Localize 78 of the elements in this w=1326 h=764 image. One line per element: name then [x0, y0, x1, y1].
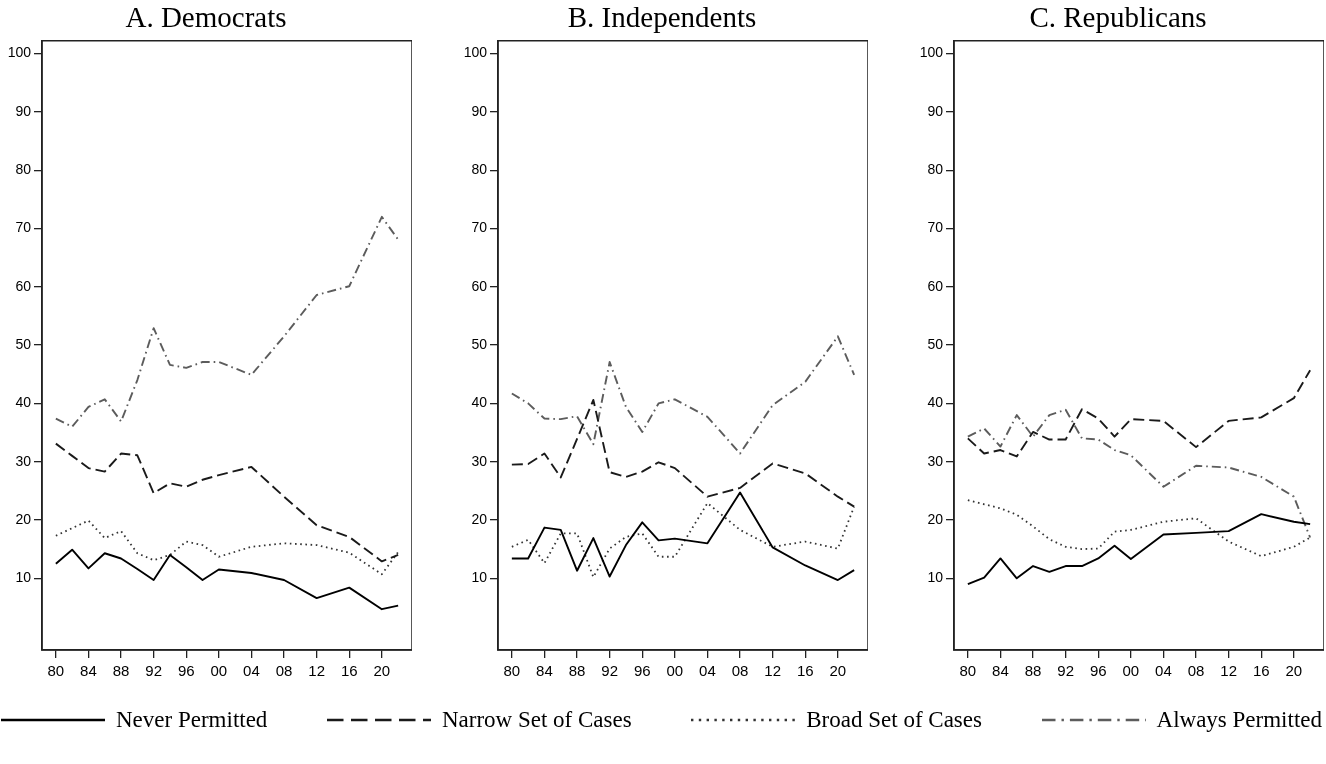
y-tick-label: 90	[927, 102, 944, 119]
y-tick-label: 30	[927, 452, 944, 469]
x-tick-label: 84	[80, 662, 97, 680]
line-series	[510, 335, 856, 455]
chart-title: C. Republicans	[1029, 1, 1207, 34]
y-tick-label: 30	[15, 452, 32, 469]
x-tick-label: 04	[243, 662, 260, 680]
line-series	[54, 442, 400, 563]
x-tick-label: 80	[47, 662, 65, 680]
y-tick-label: 10	[15, 569, 32, 586]
line-series	[54, 215, 400, 428]
x-tick-label: 00	[210, 662, 228, 680]
x-tick-label: 04	[1155, 662, 1172, 680]
y-tick-label: 80	[15, 161, 32, 178]
x-tick-label: 12	[764, 662, 781, 680]
y-tick-label: 40	[471, 394, 488, 411]
x-tick-label: 88	[568, 662, 586, 680]
y-tick-label: 50	[471, 335, 488, 352]
chart-title: A. Democrats	[125, 1, 287, 34]
x-tick-label: 00	[1122, 662, 1140, 680]
x-tick-label: 20	[1285, 662, 1303, 680]
x-tick-label: 16	[1252, 662, 1270, 680]
x-tick-label: 88	[112, 662, 130, 680]
y-tick-label: 60	[15, 277, 32, 294]
y-tick-label: 60	[471, 277, 488, 294]
y-tick-label: 60	[927, 277, 944, 294]
y-tick-label: 100	[463, 44, 488, 61]
x-tick-label: 80	[959, 662, 977, 680]
y-tick-label: 100	[7, 44, 32, 61]
x-tick-label: 20	[829, 662, 847, 680]
x-tick-label: 12	[1220, 662, 1237, 680]
y-tick-label: 70	[15, 219, 32, 236]
x-tick-label: 08	[731, 662, 749, 680]
legend-label: Never Permitted	[116, 707, 268, 733]
x-tick-label: 04	[699, 662, 716, 680]
y-tick-label: 90	[471, 102, 488, 119]
line-series	[54, 519, 400, 576]
y-tick-label: 20	[927, 510, 944, 527]
y-tick-label: 40	[927, 394, 944, 411]
x-tick-label: 96	[1089, 662, 1107, 680]
x-tick-label: 84	[536, 662, 553, 680]
y-tick-label: 20	[471, 510, 488, 527]
legend-label: Always Permitted	[1156, 707, 1322, 733]
x-tick-label: 00	[666, 662, 684, 680]
legend-label: Narrow Set of Cases	[441, 707, 632, 733]
y-tick-label: 70	[471, 219, 488, 236]
y-tick-label: 40	[15, 394, 32, 411]
x-tick-label: 08	[1187, 662, 1205, 680]
y-tick-label: 80	[471, 161, 488, 178]
x-tick-label: 08	[275, 662, 293, 680]
chart-title: B. Independents	[567, 1, 757, 34]
x-tick-label: 92	[145, 662, 162, 680]
legend-label: Broad Set of Cases	[806, 707, 982, 733]
y-tick-label: 90	[15, 102, 32, 119]
x-tick-label: 92	[1057, 662, 1074, 680]
y-tick-label: 70	[927, 219, 944, 236]
y-tick-label: 50	[927, 335, 944, 352]
y-tick-label: 50	[15, 335, 32, 352]
line-series	[510, 398, 856, 508]
y-tick-label: 80	[927, 161, 944, 178]
y-tick-label: 30	[471, 452, 488, 469]
x-tick-label: 16	[796, 662, 814, 680]
x-tick-label: 16	[340, 662, 358, 680]
x-tick-label: 12	[308, 662, 325, 680]
x-tick-label: 88	[1024, 662, 1042, 680]
y-tick-label: 10	[927, 569, 944, 586]
x-tick-label: 96	[177, 662, 195, 680]
line-series	[966, 369, 1312, 458]
x-tick-label: 80	[503, 662, 521, 680]
x-tick-label: 92	[601, 662, 618, 680]
x-tick-label: 96	[633, 662, 651, 680]
line-series	[966, 499, 1312, 558]
x-tick-label: 20	[373, 662, 391, 680]
x-tick-label: 84	[992, 662, 1009, 680]
y-tick-label: 10	[471, 569, 488, 586]
line-series	[966, 408, 1312, 539]
y-tick-label: 20	[15, 510, 32, 527]
y-tick-label: 100	[919, 44, 944, 61]
